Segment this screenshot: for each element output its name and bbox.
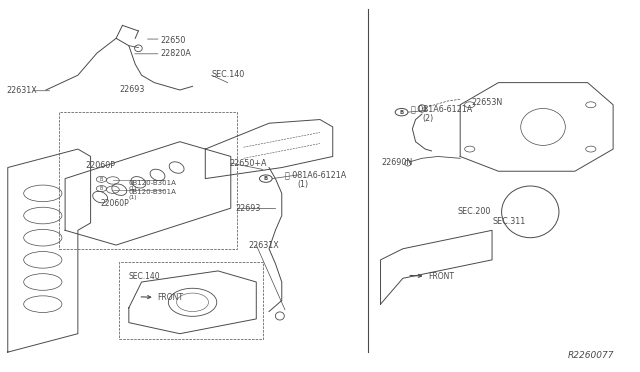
Text: SEC.140: SEC.140 [129, 272, 161, 281]
Text: B: B [399, 110, 404, 115]
Text: 0B120-B301A: 0B120-B301A [129, 189, 177, 195]
Text: 22060P: 22060P [100, 199, 129, 208]
Text: 22690N: 22690N [382, 157, 413, 167]
Text: R2260077: R2260077 [568, 350, 614, 359]
Text: 22631X: 22631X [6, 86, 37, 95]
Text: 22693: 22693 [236, 203, 260, 213]
Text: (2): (2) [422, 114, 433, 123]
Text: FRONT: FRONT [141, 294, 184, 302]
Text: 22693: 22693 [119, 85, 145, 94]
Text: 22631X: 22631X [248, 241, 279, 250]
Text: Ⓑ 081A6-6121A: Ⓑ 081A6-6121A [285, 170, 346, 179]
Text: 22820A: 22820A [161, 49, 191, 58]
Text: SEC.200: SEC.200 [457, 206, 490, 216]
Text: 0B120-B301A: 0B120-B301A [129, 180, 177, 186]
Text: (1): (1) [298, 180, 309, 189]
Text: B: B [100, 186, 103, 191]
Text: 22060P: 22060P [86, 161, 115, 170]
Text: (1): (1) [129, 195, 138, 200]
Text: SEC.140: SEC.140 [212, 70, 245, 79]
Text: FRONT: FRONT [410, 272, 454, 281]
Text: 22650: 22650 [161, 36, 186, 45]
Text: SEC.311: SEC.311 [492, 217, 525, 225]
Text: Ⓑ 081A6-6121A: Ⓑ 081A6-6121A [411, 104, 472, 113]
Text: B: B [100, 177, 103, 182]
Text: (1): (1) [129, 186, 138, 191]
Text: B: B [264, 176, 268, 181]
Text: 22650+A: 22650+A [230, 158, 267, 168]
Text: 22653N: 22653N [472, 99, 503, 108]
